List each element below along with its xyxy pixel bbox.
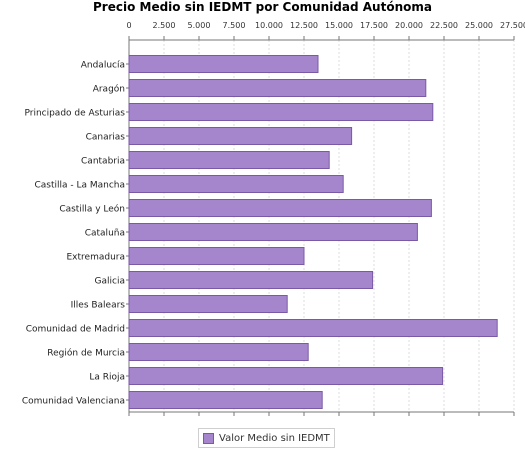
bar [128,223,418,241]
bar [128,103,434,121]
x-tick-label: 5.000 [188,21,211,30]
bar [128,295,288,313]
x-tick-label: 17.500 [360,21,388,30]
labels-layer: Andalucía Aragón Principado de Asturias Can… [22,61,125,407]
bar [128,319,498,337]
bar [128,391,323,409]
bar [128,79,427,97]
y-tick-label: Castilla y León [59,204,125,215]
bar [128,175,344,193]
y-tick-label: Illes Balears [71,301,126,311]
y-tick-label: Aragón [93,84,125,95]
chart-title: Precio Medio sin IEDMT por Comunidad Aut… [93,0,432,14]
bar [128,343,309,361]
y-tick-label: Galicia [95,277,125,287]
x-tick-label: 15.000 [325,21,353,30]
bar [128,271,374,289]
bars-layer [128,55,498,409]
y-tick-label: Andalucía [81,61,125,71]
x-tick-label: 22.500 [430,21,458,30]
bar [128,151,330,169]
y-tick-label: Canarias [86,133,126,143]
x-tick-label: 7.500 [223,21,246,30]
y-tick-label: Principado de Asturias [24,109,125,119]
y-tick-label: Región de Murcia [47,348,125,359]
legend-swatch [203,432,214,444]
x-tick-label: 0 [126,21,131,30]
x-tick-label: 12.500 [290,21,318,30]
x-tick-label: 25.000 [465,21,493,30]
y-tick-label: Cantabria [81,157,125,167]
y-tick-label: La Rioja [89,373,125,383]
y-tick-label: Comunidad de Madrid [26,325,125,335]
axis-layer: 0 2.500 5.000 7.500 10.000 12.500 15.000 17.500… [126,21,525,416]
bar [128,55,319,73]
x-tick-label: 2.500 [153,21,176,30]
x-tick-label: 20.000 [395,21,423,30]
x-tick-label: 27.500 [500,21,525,30]
bar [128,367,444,385]
chart-legend: Valor Medio sin IEDMT [198,428,335,448]
y-tick-label: Comunidad Valenciana [22,397,125,407]
x-tick-label: 10.000 [255,21,283,30]
bar [128,199,432,217]
y-tick-label: Castilla - La Mancha [34,181,125,191]
y-tick-label: Cataluña [85,229,125,239]
bar [128,127,353,145]
bar [128,247,305,265]
y-tick-label: Extremadura [67,253,126,263]
legend-label: Valor Medio sin IEDMT [219,432,330,444]
